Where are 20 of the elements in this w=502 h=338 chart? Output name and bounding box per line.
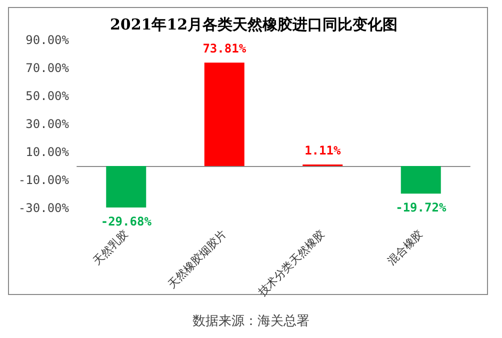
data-label: 1.11% bbox=[304, 143, 342, 158]
data-label: 73.81% bbox=[202, 42, 247, 56]
bar bbox=[204, 62, 244, 166]
data-label: -29.68% bbox=[100, 214, 152, 229]
x-tick-label: 天然橡胶烟胶片 bbox=[165, 227, 229, 292]
y-tick-label: 90.00% bbox=[26, 33, 70, 47]
y-tick-label: 30.00% bbox=[26, 117, 70, 131]
x-tick-label: 混合橡胶 bbox=[385, 227, 426, 268]
y-tick-label: -10.00% bbox=[18, 173, 70, 187]
y-tick-label: -30.00% bbox=[18, 201, 70, 215]
x-tick-label: 天然乳胶 bbox=[90, 227, 131, 268]
bar bbox=[400, 166, 441, 194]
data-label: -19.72% bbox=[396, 200, 447, 215]
bar bbox=[106, 166, 146, 208]
source-note: 数据来源：海关总署 bbox=[192, 313, 310, 330]
y-tick-label: 50.00% bbox=[26, 89, 70, 103]
y-tick-label: 10.00% bbox=[26, 145, 70, 159]
y-tick-label: 70.00% bbox=[26, 61, 70, 75]
x-tick-label: 技术分类天然橡胶 bbox=[255, 227, 328, 300]
chart-title: 2021年12月各类天然橡胶进口同比变化图 bbox=[110, 16, 398, 34]
